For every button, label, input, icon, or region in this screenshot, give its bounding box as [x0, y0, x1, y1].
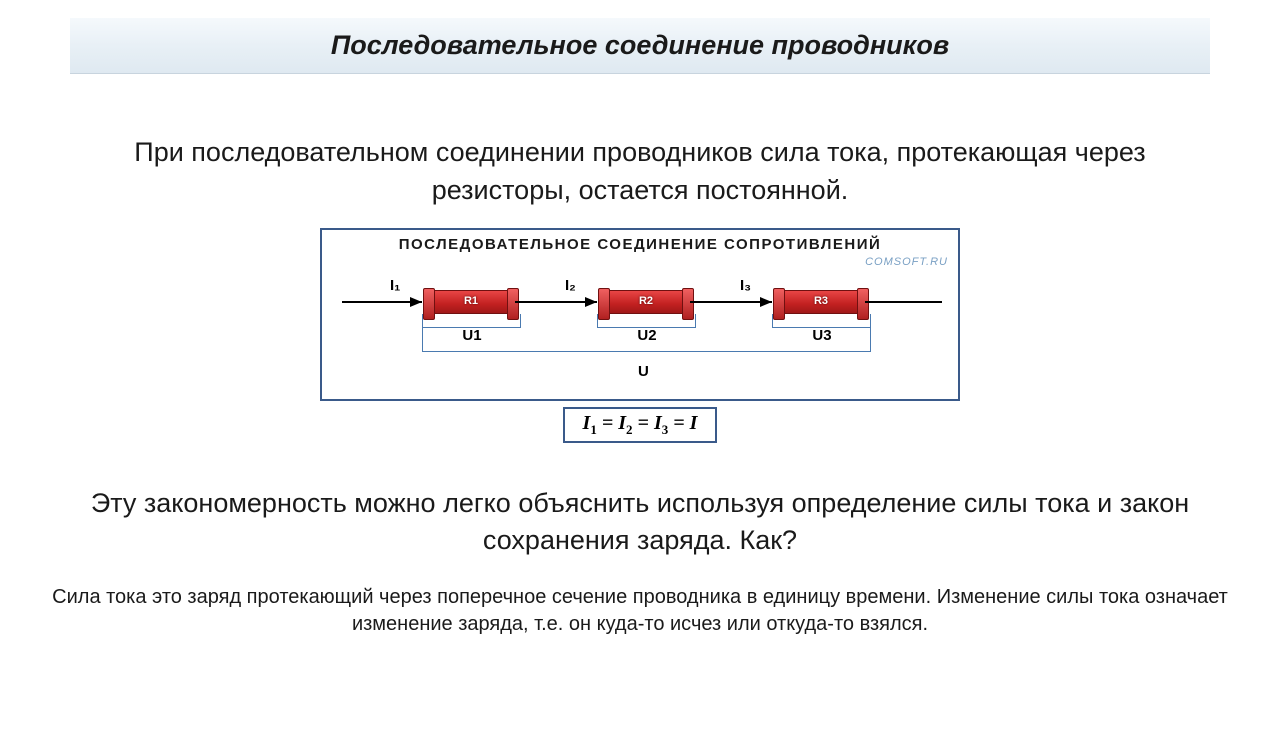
dim-tick [695, 314, 696, 328]
current-label-3: I₃ [740, 277, 751, 294]
dim-tick [870, 314, 871, 352]
current-label-1: I₁ [390, 277, 400, 294]
arrow-icon [585, 297, 597, 307]
explanation-question: Эту закономерность можно легко объяснить… [40, 485, 1240, 561]
explanation-answer: Сила тока это заряд протекающий через по… [50, 584, 1230, 638]
circuit-canvas: I₁ R1 I₂ R2 I₃ R3 U1 U2 U3 [342, 271, 938, 389]
dim-tick [422, 314, 423, 352]
arrow-icon [760, 297, 772, 307]
voltage-total-label: U [638, 363, 649, 380]
dim-tick [520, 314, 521, 328]
circuit-diagram: ПОСЛЕДОВАТЕЛЬНОЕ СОЕДИНЕНИЕ СОПРОТИВЛЕНИ… [320, 228, 960, 401]
formula-container: I1 = I2 = I3 = I [0, 407, 1280, 443]
resistor-2: R2 [602, 290, 690, 314]
diagram-container: ПОСЛЕДОВАТЕЛЬНОЕ СОЕДИНЕНИЕ СОПРОТИВЛЕНИ… [0, 228, 1280, 401]
page-title: Последовательное соединение проводников [331, 30, 949, 61]
current-label-2: I₂ [565, 277, 576, 294]
watermark: COMSOFT.RU [865, 256, 948, 268]
dim-line-total [422, 351, 870, 352]
wire-segment [865, 301, 942, 303]
dim-tick [597, 314, 598, 328]
title-bar: Последовательное соединение проводников [70, 18, 1210, 74]
voltage-label-3: U3 [802, 327, 842, 344]
resistor-3: R3 [777, 290, 865, 314]
resistor-1: R1 [427, 290, 515, 314]
voltage-label-2: U2 [627, 327, 667, 344]
voltage-label-1: U1 [452, 327, 492, 344]
current-formula: I1 = I2 = I3 = I [563, 407, 718, 443]
intro-paragraph: При последовательном соединении проводни… [80, 134, 1200, 210]
arrow-icon [410, 297, 422, 307]
dim-tick [772, 314, 773, 328]
diagram-heading: ПОСЛЕДОВАТЕЛЬНОЕ СОЕДИНЕНИЕ СОПРОТИВЛЕНИ… [322, 236, 958, 253]
